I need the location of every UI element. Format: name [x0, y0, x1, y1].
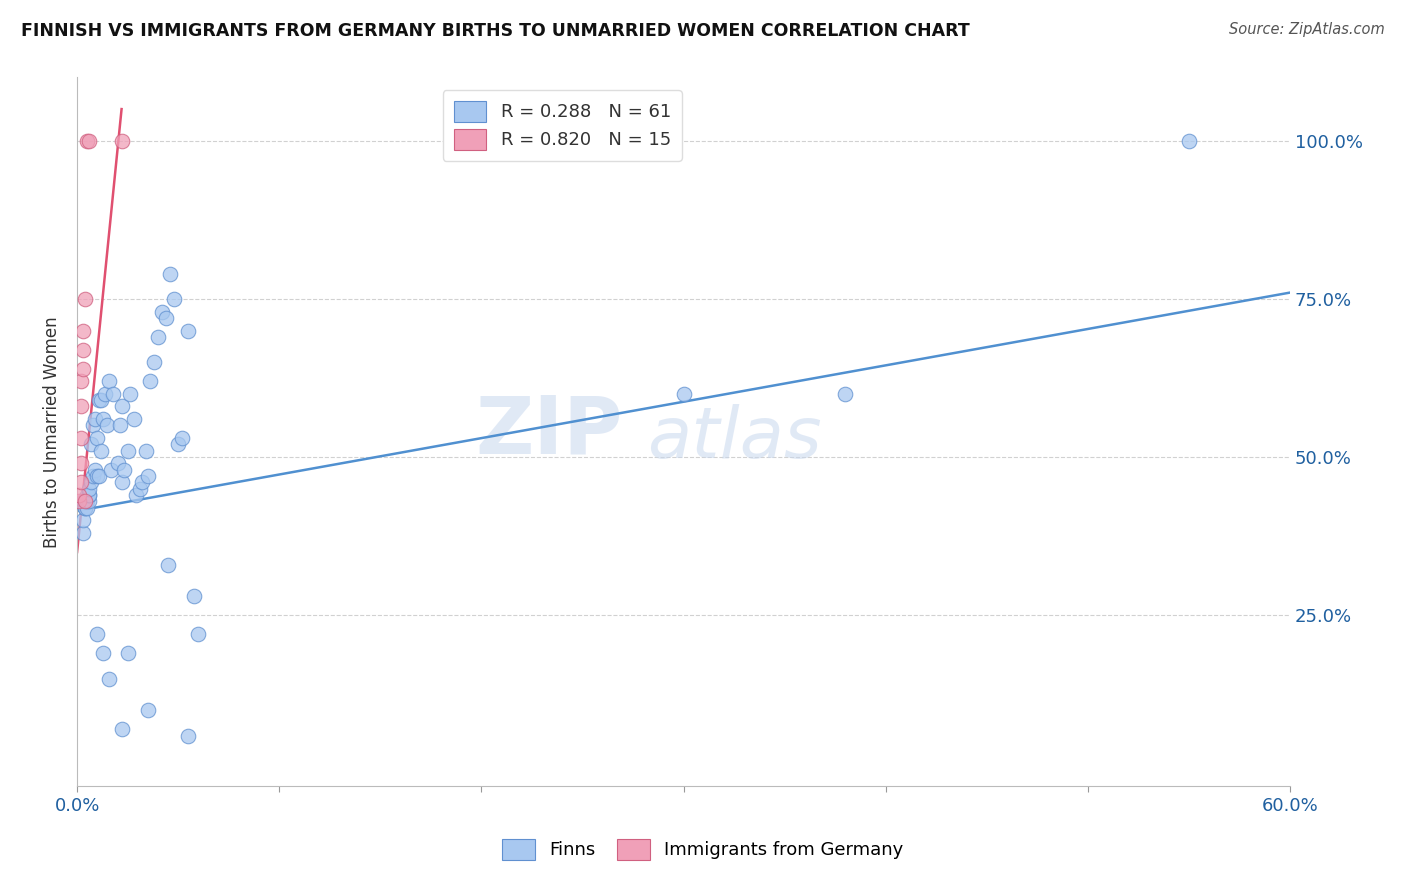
Point	[98, 672, 121, 686]
Point	[84, 412, 107, 426]
Point	[75, 500, 97, 515]
Point	[183, 590, 205, 604]
Point	[90, 393, 112, 408]
Point	[136, 703, 159, 717]
Point	[77, 494, 100, 508]
Point	[117, 646, 139, 660]
Point	[80, 437, 103, 451]
Point	[75, 494, 97, 508]
Point	[107, 457, 129, 471]
Point	[84, 463, 107, 477]
Point	[146, 330, 169, 344]
Point	[172, 431, 194, 445]
Point	[72, 513, 94, 527]
Point	[67, 488, 90, 502]
Legend: R = 0.288   N = 61, R = 0.820   N = 15: R = 0.288 N = 61, R = 0.820 N = 15	[443, 90, 682, 161]
Point	[98, 374, 121, 388]
Point	[118, 387, 141, 401]
Point	[70, 400, 93, 414]
Point	[96, 418, 118, 433]
Point	[76, 494, 98, 508]
Point	[72, 361, 94, 376]
Point	[80, 475, 103, 490]
Point	[135, 443, 157, 458]
Point	[77, 482, 100, 496]
Point	[139, 374, 162, 388]
Point	[93, 412, 115, 426]
Point	[136, 469, 159, 483]
Point	[834, 387, 856, 401]
Point	[76, 500, 98, 515]
Point	[672, 387, 695, 401]
Point	[112, 463, 135, 477]
Point	[125, 488, 148, 502]
Point	[72, 324, 94, 338]
Text: Source: ZipAtlas.com: Source: ZipAtlas.com	[1229, 22, 1385, 37]
Point	[177, 729, 200, 743]
Point	[187, 627, 209, 641]
Point	[89, 393, 111, 408]
Point	[75, 494, 97, 508]
Point	[75, 292, 97, 306]
Point	[110, 400, 132, 414]
Point	[93, 646, 115, 660]
Point	[72, 494, 94, 508]
Point	[86, 431, 108, 445]
Point	[70, 475, 93, 490]
Point	[77, 134, 100, 148]
Point	[90, 443, 112, 458]
Point	[76, 134, 98, 148]
Point	[163, 292, 186, 306]
Point	[72, 494, 94, 508]
Point	[103, 387, 125, 401]
Point	[108, 418, 131, 433]
Point	[142, 355, 165, 369]
Point	[77, 488, 100, 502]
Text: FINNISH VS IMMIGRANTS FROM GERMANY BIRTHS TO UNMARRIED WOMEN CORRELATION CHART: FINNISH VS IMMIGRANTS FROM GERMANY BIRTH…	[21, 22, 970, 40]
Point	[89, 469, 111, 483]
Point	[72, 526, 94, 541]
Point	[82, 469, 104, 483]
Point	[110, 722, 132, 736]
Point	[157, 558, 180, 572]
Point	[150, 304, 173, 318]
Point	[155, 310, 177, 325]
Point	[131, 475, 153, 490]
Point	[70, 457, 93, 471]
Point	[72, 343, 94, 357]
Point	[94, 387, 117, 401]
Point	[75, 500, 97, 515]
Point	[100, 463, 122, 477]
Point	[76, 488, 98, 502]
Point	[122, 412, 145, 426]
Point	[117, 443, 139, 458]
Text: ZIP: ZIP	[475, 392, 623, 471]
Point	[110, 475, 132, 490]
Point	[86, 469, 108, 483]
Point	[70, 431, 93, 445]
Text: atlas: atlas	[647, 404, 821, 474]
Point	[86, 627, 108, 641]
Point	[159, 267, 181, 281]
Point	[67, 494, 90, 508]
Point	[612, 134, 634, 148]
Point	[128, 482, 150, 496]
Point	[77, 488, 100, 502]
Point	[82, 418, 104, 433]
Point	[1178, 134, 1201, 148]
Legend: Finns, Immigrants from Germany: Finns, Immigrants from Germany	[495, 831, 911, 867]
Point	[110, 134, 132, 148]
Y-axis label: Births to Unmarried Women: Births to Unmarried Women	[44, 316, 60, 548]
Point	[167, 437, 190, 451]
Point	[70, 374, 93, 388]
Point	[177, 324, 200, 338]
